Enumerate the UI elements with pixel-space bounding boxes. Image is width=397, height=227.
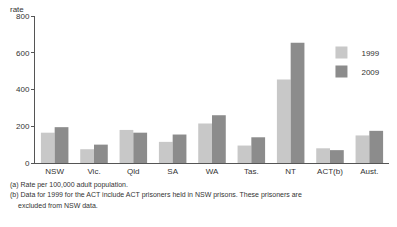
svg-text:WA: WA <box>206 167 219 176</box>
svg-text:800: 800 <box>16 12 30 21</box>
svg-text:NT: NT <box>285 167 296 176</box>
svg-text:(a) Rate per 100,000 adult pop: (a) Rate per 100,000 adult population. <box>10 181 128 189</box>
svg-text:excluded from NSW data.: excluded from NSW data. <box>18 202 98 209</box>
svg-text:Tas.: Tas. <box>244 167 259 176</box>
svg-text:rate: rate <box>10 5 24 14</box>
svg-text:200: 200 <box>16 122 30 131</box>
svg-text:Vic.: Vic. <box>87 167 100 176</box>
svg-text:ACT(b): ACT(b) <box>317 167 343 176</box>
svg-text:Aust.: Aust. <box>360 167 378 176</box>
svg-text:0: 0 <box>25 159 30 168</box>
svg-text:SA: SA <box>167 167 178 176</box>
svg-text:400: 400 <box>16 85 30 94</box>
svg-text:2009: 2009 <box>361 68 379 77</box>
svg-text:1999: 1999 <box>361 49 379 58</box>
svg-text:(b) Data for 1999 for the ACT: (b) Data for 1999 for the ACT include AC… <box>10 191 302 199</box>
svg-text:NSW: NSW <box>45 167 64 176</box>
svg-text:600: 600 <box>16 49 30 58</box>
svg-text:Qld: Qld <box>127 167 139 176</box>
